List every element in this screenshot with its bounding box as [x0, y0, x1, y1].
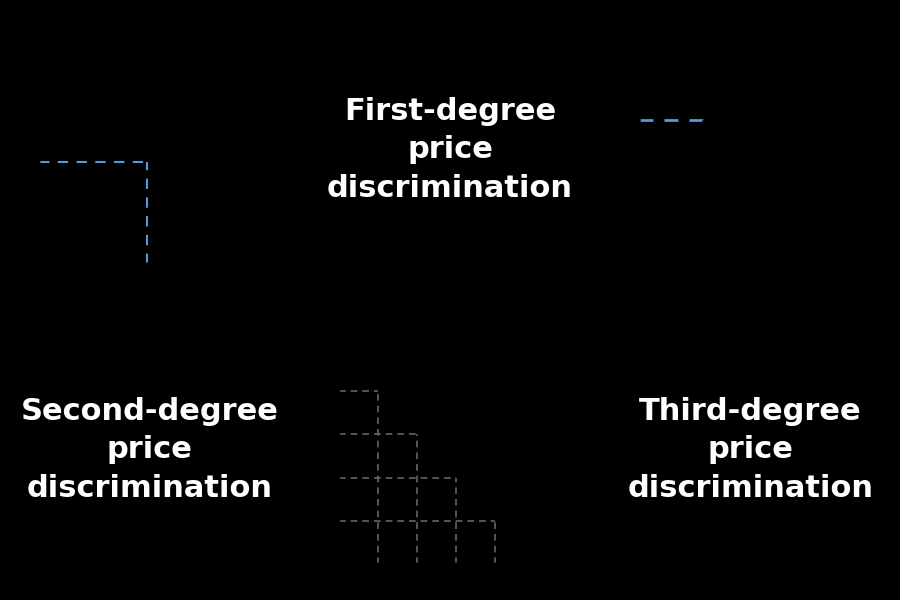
Text: D: D [861, 240, 873, 255]
Text: X₁: X₁ [370, 585, 385, 599]
Text: P: P [615, 3, 628, 21]
Text: 0: 0 [619, 275, 629, 289]
Text: P₁: P₁ [610, 113, 626, 127]
Text: B: B [680, 165, 690, 180]
Text: D₁: D₁ [12, 52, 30, 67]
Text: Q: Q [580, 576, 596, 594]
Text: P: P [14, 3, 28, 21]
Text: P₁: P₁ [310, 384, 325, 398]
Text: 0: 0 [319, 575, 328, 589]
Text: Q: Q [882, 285, 894, 300]
Text: First-degree
price
discrimination: First-degree price discrimination [327, 97, 573, 203]
Text: D₁: D₁ [609, 52, 627, 67]
Text: X₃: X₃ [448, 585, 464, 599]
Text: P₂: P₂ [310, 427, 325, 442]
Text: X₂: X₂ [764, 285, 781, 300]
Text: Q: Q [880, 276, 896, 294]
Text: Q: Q [280, 276, 295, 294]
Text: D₁: D₁ [309, 340, 327, 355]
Text: Q: Q [582, 585, 594, 600]
Text: C: C [778, 165, 789, 180]
Text: X₄: X₄ [488, 585, 503, 599]
Text: X: X [141, 285, 152, 300]
Text: P₄: P₄ [310, 514, 325, 528]
Text: Third-degree
price
discrimination: Third-degree price discrimination [627, 397, 873, 503]
Text: X₁: X₁ [695, 285, 711, 300]
Text: Q: Q [282, 285, 293, 300]
Text: A: A [712, 99, 724, 114]
Text: Second-degree
price
discrimination: Second-degree price discrimination [21, 397, 279, 503]
Text: P₂: P₂ [610, 179, 626, 193]
Text: 0: 0 [19, 275, 29, 289]
Text: P₃: P₃ [310, 470, 325, 485]
Text: X₂: X₂ [410, 585, 425, 599]
Text: P: P [314, 303, 328, 321]
Text: D: D [540, 543, 552, 558]
Text: D: D [261, 240, 273, 255]
Text: P: P [16, 154, 25, 169]
